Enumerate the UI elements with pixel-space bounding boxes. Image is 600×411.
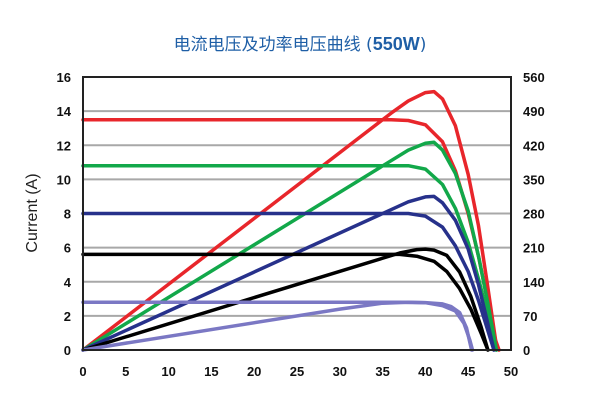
x-tick-label: 30 xyxy=(333,364,347,379)
power-curve-4 xyxy=(81,300,475,352)
y-left-tick-label: 16 xyxy=(57,70,71,85)
y-left-tick-label: 14 xyxy=(57,104,72,119)
x-tick-label: 40 xyxy=(418,364,432,379)
y-right-tick-labels: 0 70 140 210 280 350 420 490 560 xyxy=(523,70,545,358)
power-curve-3 xyxy=(81,247,490,352)
y-right-tick-label: 420 xyxy=(523,138,545,153)
x-tick-label: 45 xyxy=(461,364,475,379)
y-right-tick-label: 140 xyxy=(523,275,545,290)
power-curve-2 xyxy=(81,194,496,352)
power-curve-0 xyxy=(81,89,501,352)
y-left-tick-label: 10 xyxy=(57,172,71,187)
x-tick-labels: 0 5 10 15 20 25 30 35 40 45 50 xyxy=(79,364,518,379)
series-lines xyxy=(81,89,501,352)
y-left-tick-label: 0 xyxy=(64,343,71,358)
plot-frame xyxy=(82,76,512,351)
x-tick-label: 25 xyxy=(290,364,304,379)
power-curve-1 xyxy=(81,140,499,352)
x-tick-label: 0 xyxy=(79,364,86,379)
y-left-tick-label: 6 xyxy=(64,241,71,256)
y-right-tick-label: 350 xyxy=(523,172,545,187)
y-right-tick-label: 70 xyxy=(523,309,537,324)
x-tick-label: 50 xyxy=(504,364,518,379)
chart-title: 电流电压及功率电压曲线 (550W) xyxy=(174,34,427,55)
y-right-tick-label: 280 xyxy=(523,207,545,222)
y-right-tick-label: 0 xyxy=(523,343,530,358)
y-right-tick-label: 210 xyxy=(523,241,545,256)
y-left-tick-labels: 0 2 4 6 8 10 12 14 16 xyxy=(57,70,72,358)
current-curve-3 xyxy=(81,252,490,352)
current-curve-2 xyxy=(81,211,496,352)
x-tick-label: 5 xyxy=(122,364,129,379)
chart-title-main: 电流电压及功率电压曲线 ( xyxy=(174,35,373,55)
x-tick-label: 10 xyxy=(161,364,175,379)
y-left-tick-label: 2 xyxy=(64,309,71,324)
y-left-tick-label: 12 xyxy=(57,138,71,153)
x-tick-label: 20 xyxy=(247,364,261,379)
y-axis-label: Current (A) xyxy=(24,173,41,252)
chart-title-bold: 550W xyxy=(373,34,420,54)
x-tick-label: 15 xyxy=(204,364,218,379)
y-left-tick-label: 8 xyxy=(64,207,71,222)
y-right-tick-label: 490 xyxy=(523,104,545,119)
current-curve-4 xyxy=(81,300,474,352)
chart-title-close: ) xyxy=(420,35,427,55)
y-left-tick-label: 4 xyxy=(64,275,72,290)
x-tick-label: 35 xyxy=(375,364,389,379)
y-right-tick-label: 560 xyxy=(523,70,545,85)
